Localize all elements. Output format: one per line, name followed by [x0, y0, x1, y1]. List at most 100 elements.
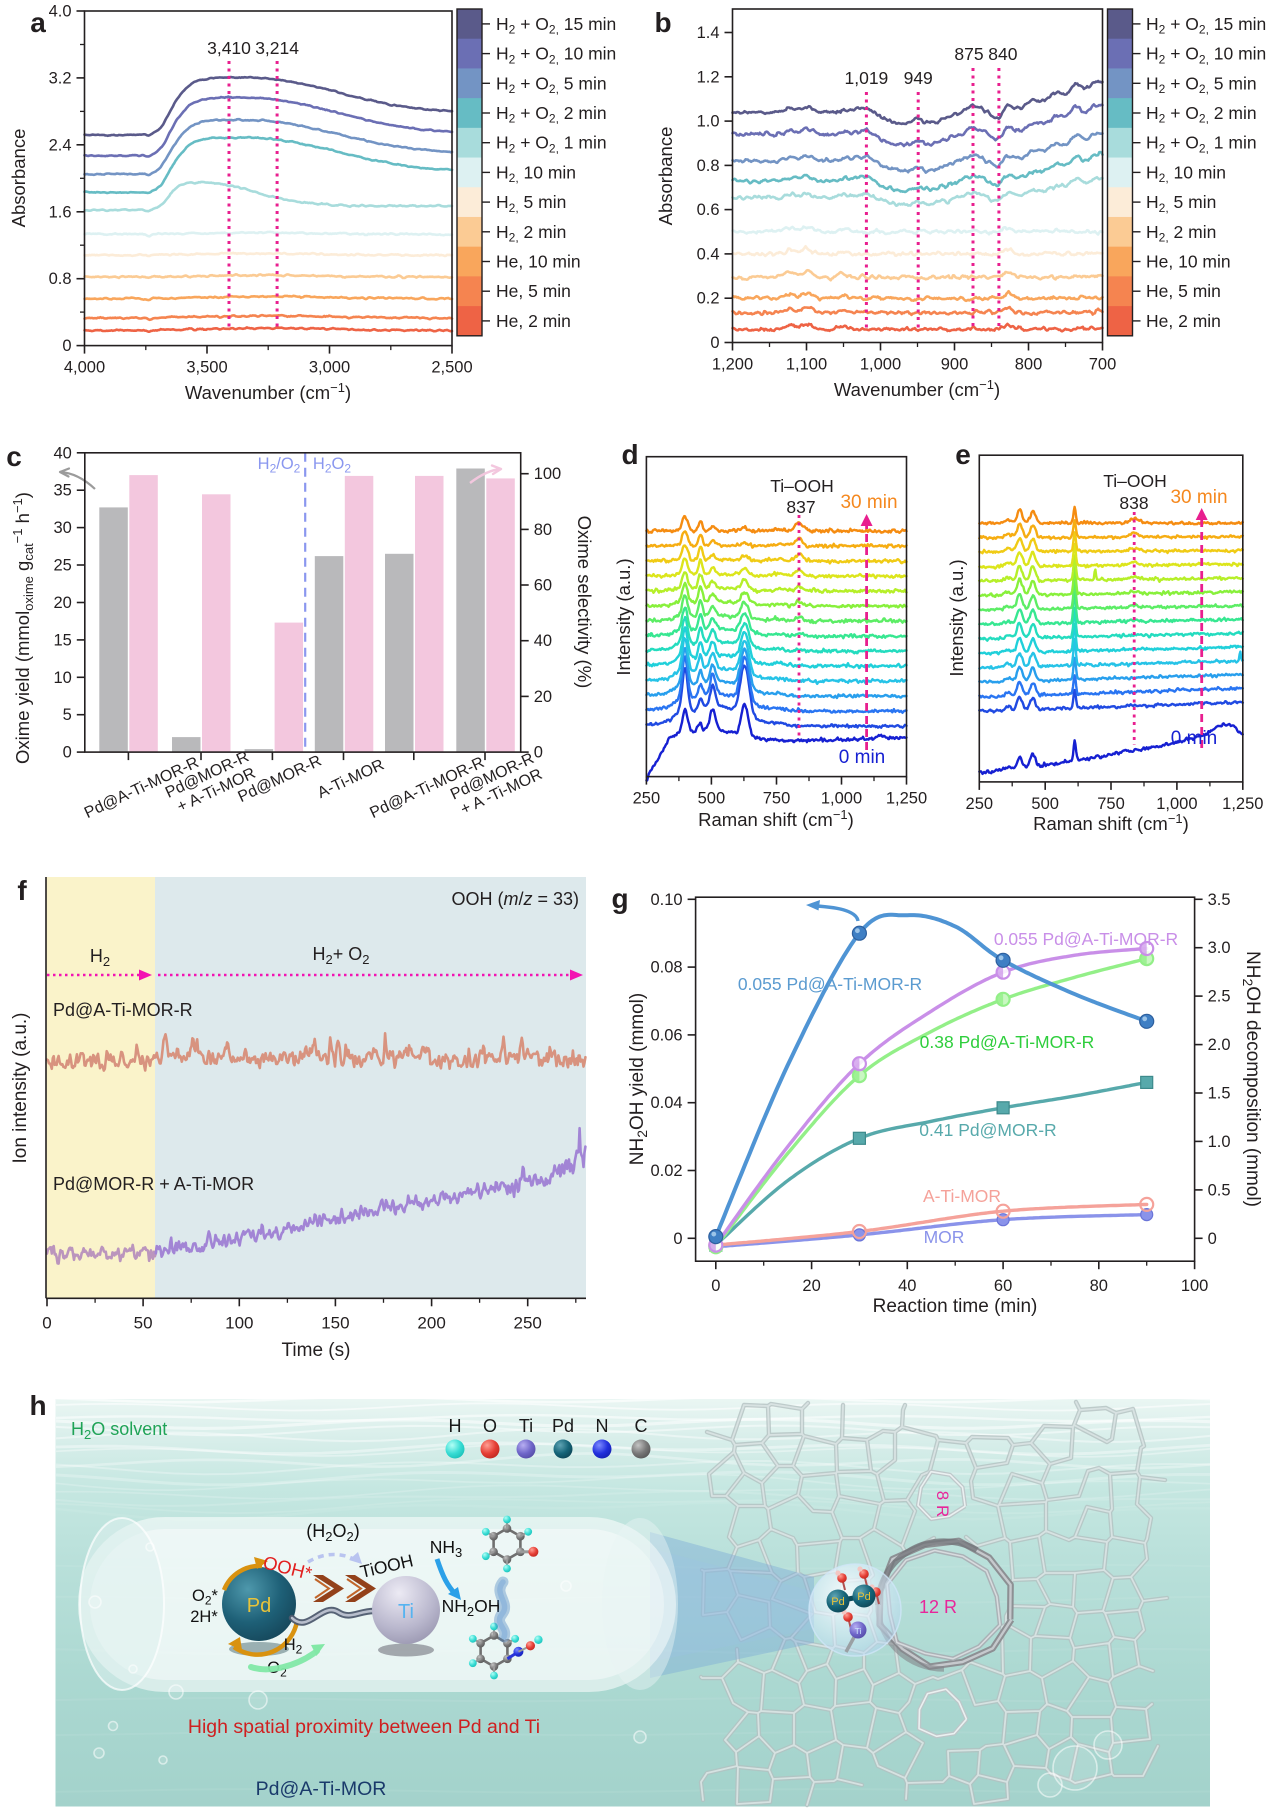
svg-text:0: 0 [1208, 1230, 1217, 1248]
svg-text:Raman shift (cm−1​): Raman shift (cm−1​) [1033, 811, 1189, 834]
svg-text:3.0: 3.0 [1208, 939, 1231, 957]
svg-text:0.4: 0.4 [697, 245, 720, 263]
svg-text:H2​ + O2,​ 5 min: H2​ + O2,​ 5 min [496, 73, 607, 96]
svg-text:25: 25 [53, 557, 71, 575]
svg-text:MOR: MOR [924, 1227, 965, 1247]
svg-text:100: 100 [1181, 1277, 1209, 1295]
svg-text:0.08: 0.08 [650, 959, 682, 977]
svg-text:O2​*: O2​* [192, 1587, 219, 1608]
svg-text:Wavenumber (cm−1​): Wavenumber (cm−1​) [185, 380, 351, 403]
svg-text:1.4: 1.4 [697, 24, 720, 42]
svg-text:4.0: 4.0 [49, 3, 72, 21]
svg-text:e: e [955, 439, 971, 470]
svg-text:1,250: 1,250 [1222, 795, 1263, 813]
svg-text:750: 750 [1097, 795, 1125, 813]
svg-text:0.10: 0.10 [650, 891, 682, 909]
svg-text:0: 0 [673, 1230, 682, 1248]
svg-text:Oxime selectivity (%): Oxime selectivity (%) [574, 516, 595, 689]
svg-text:949: 949 [904, 68, 933, 88]
svg-text:Raman shift (cm−1​): Raman shift (cm−1​) [698, 807, 854, 830]
svg-text:0.06: 0.06 [650, 1026, 682, 1044]
svg-text:H2,​ 10 min: H2,​ 10 min [1146, 162, 1226, 185]
svg-text:OOH (m/z = 33): OOH (m/z = 33) [451, 889, 579, 909]
svg-text:30: 30 [53, 519, 71, 537]
svg-text:500: 500 [698, 790, 726, 808]
svg-text:0.41 Pd@MOR-R: 0.41 Pd@MOR-R [919, 1120, 1056, 1140]
svg-text:50: 50 [134, 1313, 153, 1332]
svg-text:0: 0 [711, 1277, 720, 1295]
svg-text:500: 500 [1031, 795, 1059, 813]
svg-text:Time (s): Time (s) [282, 1340, 351, 1361]
svg-text:Pd@A-Ti-MOR: Pd@A-Ti-MOR [256, 1778, 387, 1800]
svg-text:0.38 Pd@A-Ti-MOR-R: 0.38 Pd@A-Ti-MOR-R [920, 1032, 1095, 1052]
svg-text:3.2: 3.2 [49, 69, 72, 87]
svg-text:H2​ + O2,​ 15 min: H2​ + O2,​ 15 min [496, 14, 616, 37]
svg-text:1.0: 1.0 [697, 113, 720, 131]
svg-text:Pd@MOR-R + A-Ti-MOR: Pd@MOR-R + A-Ti-MOR [53, 1174, 254, 1194]
svg-text:0.5: 0.5 [1208, 1181, 1231, 1199]
svg-text:2.5: 2.5 [1208, 988, 1231, 1006]
svg-text:N: N [596, 1416, 609, 1436]
svg-text:2.0: 2.0 [1208, 1036, 1231, 1054]
svg-text:3,500: 3,500 [186, 359, 227, 377]
svg-text:NH2​OH: NH2​OH [442, 1596, 501, 1619]
svg-text:NH2​OH yield (mmol): NH2​OH yield (mmol) [627, 993, 650, 1165]
svg-text:80: 80 [1090, 1277, 1108, 1295]
svg-text:H2,​ 10 min: H2,​ 10 min [496, 162, 576, 185]
svg-text:He, 5 min: He, 5 min [496, 281, 571, 301]
svg-text:0 min: 0 min [1171, 728, 1217, 749]
svg-text:H2​ + O2,​ 10 min: H2​ + O2,​ 10 min [1146, 44, 1266, 67]
svg-text:1.5: 1.5 [1208, 1085, 1231, 1103]
svg-text:12 R: 12 R [919, 1597, 957, 1617]
svg-text:875: 875 [954, 44, 983, 64]
svg-text:40: 40 [534, 632, 552, 650]
svg-text:0.055 Pd@A-Ti-MOR-R: 0.055 Pd@A-Ti-MOR-R [738, 974, 922, 994]
svg-text:Pd: Pd [552, 1416, 574, 1436]
svg-text:H2​O solvent: H2​O solvent [71, 1419, 167, 1442]
svg-text:d: d [621, 439, 638, 470]
svg-text:Pd: Pd [857, 1591, 870, 1603]
svg-text:Pd: Pd [831, 1596, 844, 1608]
svg-text:0.02: 0.02 [650, 1162, 682, 1180]
svg-text:1,200: 1,200 [712, 356, 753, 374]
svg-text:He, 10 min: He, 10 min [1146, 252, 1231, 272]
svg-text:H2,​ 5 min: H2,​ 5 min [496, 192, 566, 215]
svg-text:1,250: 1,250 [886, 790, 927, 808]
svg-text:0: 0 [710, 334, 719, 352]
svg-text:He, 5 min: He, 5 min [1146, 281, 1221, 301]
svg-text:H2​ + O2,​ 15 min: H2​ + O2,​ 15 min [1146, 14, 1266, 37]
svg-text:80: 80 [534, 521, 552, 539]
svg-text:40: 40 [53, 444, 71, 462]
svg-text:H2​O2​: H2​O2​ [313, 455, 351, 476]
svg-text:C: C [635, 1416, 648, 1436]
svg-text:He, 10 min: He, 10 min [496, 252, 581, 272]
svg-text:1.2: 1.2 [697, 68, 720, 86]
svg-text:900: 900 [941, 356, 969, 374]
svg-text:60: 60 [534, 577, 552, 595]
svg-text:Ti–OOH: Ti–OOH [770, 476, 834, 496]
svg-text:H2,​ 2 min: H2,​ 2 min [1146, 222, 1216, 245]
svg-text:Pd: Pd [247, 1595, 271, 1617]
svg-text:0: 0 [534, 744, 543, 762]
svg-text:NH3​: NH3​ [430, 1537, 463, 1560]
svg-text:H2​ + O2,​ 1 min: H2​ + O2,​ 1 min [496, 133, 607, 156]
svg-text:1.6: 1.6 [49, 203, 72, 221]
svg-text:(H2​O2​): (H2​O2​) [306, 1521, 359, 1544]
svg-text:0.2: 0.2 [697, 290, 720, 308]
svg-text:30 min: 30 min [840, 492, 897, 513]
svg-text:1,100: 1,100 [786, 356, 827, 374]
svg-text:837: 837 [786, 497, 815, 517]
svg-text:150: 150 [321, 1313, 349, 1332]
svg-text:Reaction time (min): Reaction time (min) [873, 1296, 1038, 1317]
svg-text:0 min: 0 min [839, 747, 885, 768]
svg-text:800: 800 [1015, 356, 1043, 374]
svg-text:0.8: 0.8 [49, 270, 72, 288]
svg-text:H2,​ 2 min: H2,​ 2 min [496, 222, 566, 245]
svg-text:Ti: Ti [398, 1601, 414, 1623]
svg-text:NH2​OH decomposition (mmol): NH2​OH decomposition (mmol) [1240, 951, 1263, 1207]
svg-text:Ion intensity (a.u.): Ion intensity (a.u.) [10, 1012, 31, 1163]
svg-text:He, 2 min: He, 2 min [496, 311, 571, 331]
svg-text:20: 20 [534, 688, 552, 706]
svg-text:0.6: 0.6 [697, 201, 720, 219]
svg-text:H2​+ O2​: H2​+ O2​ [313, 944, 370, 967]
